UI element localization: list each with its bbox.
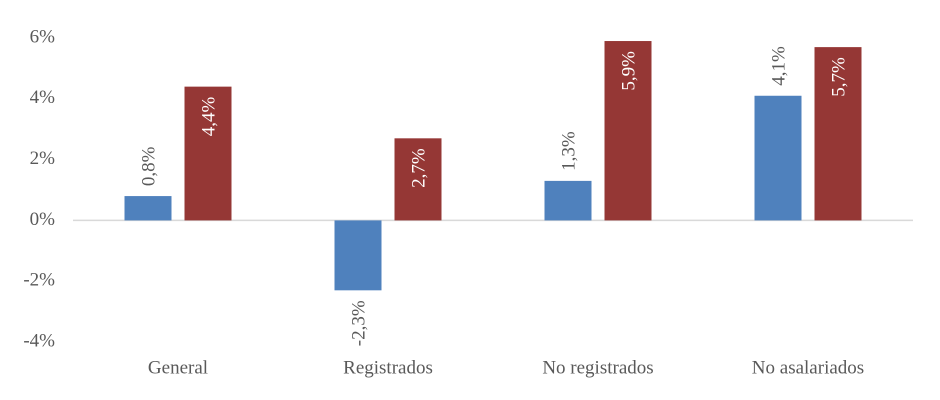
bar	[754, 95, 802, 221]
data-label: 4,4%	[198, 96, 219, 136]
x-tick-label: No registrados	[542, 357, 653, 378]
bar	[394, 138, 442, 221]
bar	[604, 41, 652, 221]
bar	[814, 47, 862, 221]
bar	[124, 196, 172, 221]
x-tick-label: No asalariados	[752, 357, 864, 378]
y-tick-label: 0%	[30, 209, 56, 230]
x-tick-label: General	[148, 357, 208, 378]
data-label: 4,1%	[768, 46, 789, 86]
y-tick-label: 4%	[30, 87, 56, 108]
y-tick-label: -4%	[23, 330, 55, 351]
x-tick-label: Registrados	[343, 357, 433, 378]
bar	[544, 180, 592, 221]
data-label: 5,9%	[618, 51, 639, 91]
y-tick-label: 6%	[30, 26, 56, 47]
y-tick-label: -2%	[23, 270, 55, 291]
data-label: -2,3%	[348, 300, 369, 346]
bar	[184, 86, 232, 221]
data-label: 1,3%	[558, 131, 579, 171]
y-tick-label: 2%	[30, 148, 56, 169]
bar	[334, 220, 382, 291]
data-label: 0,8%	[138, 146, 159, 186]
data-label: 2,7%	[408, 148, 429, 188]
data-label: 5,7%	[828, 57, 849, 97]
